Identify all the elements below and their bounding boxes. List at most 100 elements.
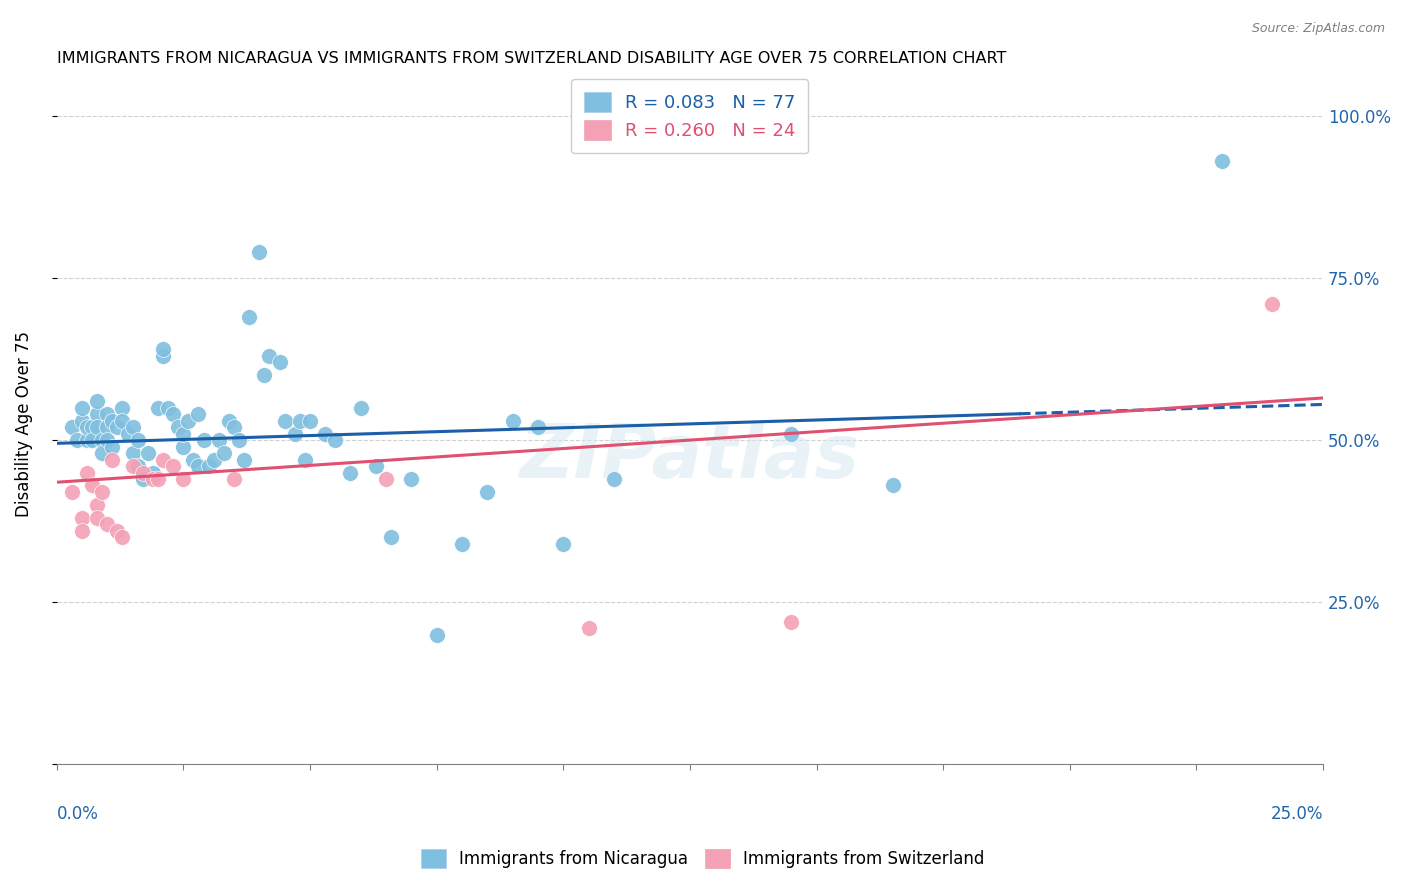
Point [70,414,93,428]
Point [502,414,524,428]
Point [127,458,149,473]
Point [146,472,169,486]
Point [86,498,108,512]
Point [197,458,219,473]
Point [212,446,235,460]
Point [426,627,449,641]
Point [288,414,311,428]
Point [273,414,295,428]
Point [101,414,124,428]
Point [101,452,124,467]
Point [172,426,194,441]
Point [882,478,904,492]
Point [183,452,205,467]
Point [399,472,422,486]
Point [80,478,103,492]
Point [172,440,194,454]
Point [146,401,169,415]
Point [578,621,600,635]
Point [374,472,396,486]
Point [136,446,159,460]
Point [127,433,149,447]
Point [96,407,118,421]
Point [121,420,143,434]
Point [117,426,139,441]
Point [364,458,387,473]
Point [70,401,93,415]
Point [228,433,250,447]
Point [152,343,174,357]
Point [162,458,184,473]
Point [284,426,307,441]
Point [157,401,180,415]
Point [202,452,225,467]
Point [107,420,129,434]
Point [253,368,276,383]
Point [152,349,174,363]
Point [259,349,281,363]
Point [780,615,803,629]
Point [222,472,245,486]
Point [477,485,499,500]
Text: 0.0%: 0.0% [56,805,98,823]
Point [91,433,114,447]
Point [553,537,575,551]
Point [187,407,209,421]
Point [111,414,134,428]
Point [142,466,165,480]
Point [121,446,143,460]
Point [86,407,108,421]
Point [349,401,371,415]
Point [142,472,165,486]
Point [527,420,550,434]
Y-axis label: Disability Age Over 75: Disability Age Over 75 [15,331,32,516]
Point [132,472,155,486]
Point [177,414,200,428]
Point [86,511,108,525]
Point [121,458,143,473]
Point [76,420,98,434]
Legend: R = 0.083   N = 77, R = 0.260   N = 24: R = 0.083 N = 77, R = 0.260 N = 24 [571,78,808,153]
Point [60,485,83,500]
Point [1211,154,1233,169]
Point [91,485,114,500]
Point [66,433,89,447]
Point [96,517,118,532]
Point [86,394,108,409]
Point [298,414,321,428]
Point [780,426,803,441]
Point [222,420,245,434]
Point [269,355,291,369]
Point [172,472,194,486]
Point [238,310,260,324]
Point [101,440,124,454]
Legend: Immigrants from Nicaragua, Immigrants from Switzerland: Immigrants from Nicaragua, Immigrants fr… [415,842,991,875]
Point [70,524,93,538]
Point [323,433,346,447]
Point [1261,297,1284,311]
Point [339,466,361,480]
Point [193,433,215,447]
Point [76,466,98,480]
Point [218,414,240,428]
Point [208,433,231,447]
Point [96,433,118,447]
Point [132,466,155,480]
Point [111,401,134,415]
Point [60,420,83,434]
Point [86,420,108,434]
Point [294,452,316,467]
Point [107,524,129,538]
Point [80,420,103,434]
Text: Source: ZipAtlas.com: Source: ZipAtlas.com [1251,22,1385,36]
Point [233,452,256,467]
Point [76,433,98,447]
Point [111,530,134,544]
Point [96,420,118,434]
Text: IMMIGRANTS FROM NICARAGUA VS IMMIGRANTS FROM SWITZERLAND DISABILITY AGE OVER 75 : IMMIGRANTS FROM NICARAGUA VS IMMIGRANTS … [56,51,1005,66]
Point [80,433,103,447]
Text: 25.0%: 25.0% [1271,805,1323,823]
Point [187,458,209,473]
Point [167,420,190,434]
Point [70,511,93,525]
